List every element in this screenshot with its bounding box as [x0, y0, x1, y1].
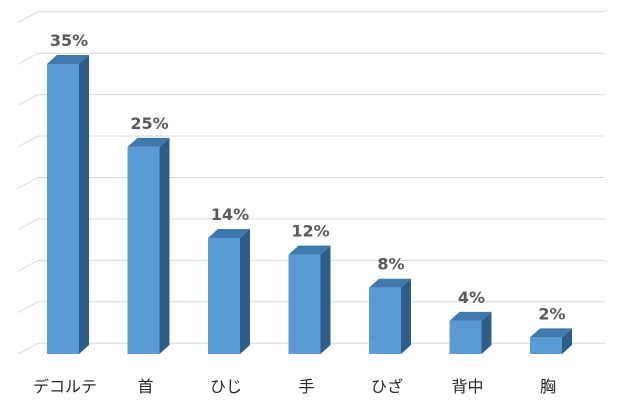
bar-side: [79, 55, 89, 354]
bar-front: [47, 64, 79, 354]
bar: [449, 311, 492, 354]
value-labels: 35% 25% 14% 12% 8% 4% 2%: [50, 31, 566, 323]
bar-front: [369, 287, 401, 354]
bar-side: [159, 137, 170, 354]
bar-side: [562, 328, 572, 354]
gridline: [17, 218, 605, 231]
gridline: [17, 176, 605, 189]
data-label: 35%: [50, 31, 88, 50]
bar-front: [449, 320, 482, 354]
bar: [288, 245, 331, 354]
gridline: [17, 259, 605, 272]
bar-top: [288, 245, 331, 255]
gridline: [17, 135, 605, 148]
bar: [530, 328, 572, 354]
bar-side: [320, 245, 331, 354]
category-label: ひざ: [371, 377, 403, 396]
gridlines: [17, 11, 605, 355]
gridline: [17, 94, 605, 106]
bar: [208, 229, 250, 354]
gridline: [17, 342, 605, 355]
category-label: 背中: [451, 377, 483, 396]
data-label: 12%: [291, 222, 329, 241]
category-labels: デコルテ 首 ひじ 手 ひざ 背中 胸: [33, 377, 556, 396]
bar-front: [127, 146, 160, 354]
bar-front: [208, 238, 240, 354]
gridline: [17, 11, 605, 24]
data-label: 25%: [130, 114, 168, 133]
category-label: デコルテ: [33, 377, 97, 396]
data-label: 2%: [538, 304, 565, 323]
category-label: 手: [298, 377, 314, 396]
category-label: 胸: [540, 377, 556, 396]
bar-front: [530, 337, 562, 354]
bar-top: [530, 328, 572, 338]
bar-top: [449, 311, 492, 321]
bar-side: [240, 229, 250, 354]
category-label: ひじ: [210, 377, 242, 396]
bar-side: [401, 278, 411, 354]
bar-front: [288, 254, 321, 354]
bar-top: [47, 55, 89, 64]
bar: [127, 137, 170, 354]
gridline: [17, 52, 605, 65]
category-label: 首: [137, 377, 153, 396]
bar-top: [127, 137, 170, 147]
data-label: 4%: [458, 288, 485, 307]
data-label: 8%: [377, 255, 404, 274]
data-label: 14%: [211, 205, 249, 224]
gridline: [17, 301, 605, 314]
bar: [369, 278, 411, 354]
bar: [47, 55, 89, 354]
bar-side: [481, 311, 492, 354]
bar-top: [369, 278, 411, 288]
bars: [47, 55, 572, 354]
bar-top: [208, 229, 250, 238]
